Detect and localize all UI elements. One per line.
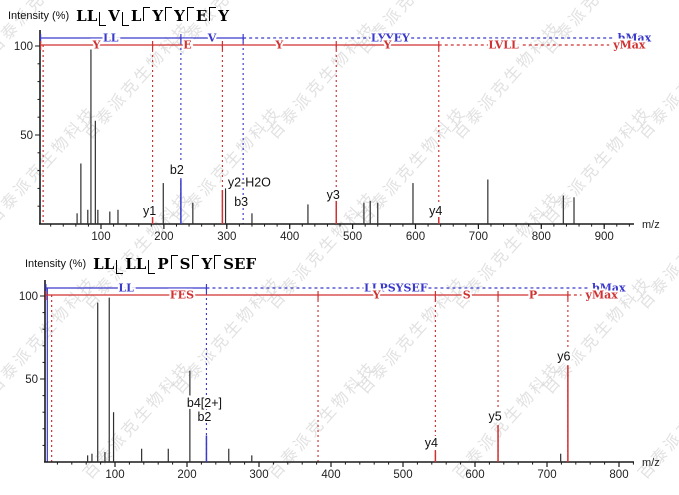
bracket-max-label: yMax [612,39,646,52]
y-ion-cleavage-mark [143,7,151,21]
sequence-residue: Y [152,7,164,25]
b-ion-cleavage-mark [99,12,107,26]
x-tick-label: 300 [249,469,268,481]
ion-label: b3 [234,195,248,209]
spectrum-chart-2: 100 200 300 400 500 600 700 800 m/z 50 100 LL LLPSYS… [19,280,660,482]
spectrum-panel-2: Intensity (%) LL LL P S Y SEF 100 200 300 400 500… [0,248,679,495]
bracket-max-label: bMax [592,282,626,295]
bracket-segment-label: Y [383,39,392,52]
intensity-axis-title: Intensity (%) [8,10,70,22]
bracket-segment-label: LL [118,282,134,295]
x-tick-label: 100 [91,231,110,243]
sequence-residue: E [195,7,208,25]
y-ion-cleavage-mark [209,7,217,21]
bracket-segment-label: V [207,32,217,45]
sequence-residue: LL [93,255,115,273]
panel-1-title: Intensity (%) LL V L Y Y E Y [8,5,229,27]
sequence-residue: Y [201,255,213,273]
x-tick-label: 600 [406,231,425,243]
y-ion-cleavage-mark [214,255,222,269]
sequence-residue: LL [76,7,98,25]
spectrum-panel-1: Intensity (%) LL V L Y Y E Y 100 200 300 400 500 60… [8,5,660,244]
ion-label: b4[2+] [187,396,222,410]
bracket-segment-label: P [529,289,537,302]
x-tick-label: 500 [343,231,362,243]
y-tick-label: 50 [25,374,38,386]
bracket-segment-label: Y [274,39,283,52]
x-tick-label: 600 [465,469,484,481]
sequence-residue: Y [218,7,230,25]
x-tick-label: 500 [393,469,412,481]
y-ion-cleavage-mark [165,7,173,21]
x-tick-label: 900 [595,231,614,243]
bracket-segment-label: Y [372,289,381,302]
bracket-max-label: bMax [618,32,652,45]
x-tick-label: 400 [280,231,299,243]
x-tick-label: 800 [609,469,628,481]
bracket-segment-label: E [183,39,191,52]
x-tick-label: 400 [321,469,340,481]
ion-label: b2 [170,163,184,177]
b-ion-cleavage-mark [121,12,129,26]
sequence-residue: LL [125,255,147,273]
spectrum-chart-1: 100 200 300 400 500 600 700 800 900 m/z 50 100 LL V LY… [14,30,660,244]
ion-label: y5 [488,410,501,424]
b-ion-cleavage-mark [116,260,124,274]
x-tick-label: 700 [469,231,488,243]
ion-label: y1 [143,204,156,218]
y-ion-cleavage-mark [186,7,194,21]
ion-label: y4 [425,436,438,450]
sequence-residue: V [108,7,120,25]
ion-label: y2-H2O [228,176,271,190]
ion-label: y3 [327,188,340,202]
y-ion-cleavage-mark [170,255,178,269]
sequence-residue: S [179,255,191,273]
bracket-dashed-label: LYYEY [371,32,410,45]
sequence-residue: L [130,7,142,25]
x-tick-label: 700 [537,469,556,481]
bracket-segment-label: S [463,289,471,302]
bracket-segment-label: Y [92,39,101,52]
sequence-residue: Y [174,7,185,25]
x-axis-unit-label: m/z [642,457,660,469]
peptide-sequence: LL V L Y Y E Y [76,7,230,26]
y-tick-label: 100 [14,41,33,53]
x-tick-label: 100 [105,469,124,481]
y-ion-cleavage-mark [192,255,200,269]
panel-2-title: Intensity (%) LL LL P S Y SEF [25,253,256,275]
ion-label: y4 [429,204,442,218]
bracket-dashed-label: LLPSYSEF [364,282,428,295]
x-tick-label: 200 [177,469,196,481]
intensity-axis-title: Intensity (%) [25,258,87,270]
bracket-dashed-label: LVLL [488,39,519,52]
b-ion-cleavage-mark [148,260,156,274]
bracket-segment-label: LL [103,32,119,45]
y-tick-label: 100 [19,291,38,303]
peptide-sequence: LL LL P S Y SEF [93,255,257,274]
sequence-residue: P [157,255,169,273]
ion-label: y6 [557,350,570,364]
ion-label: b2 [197,410,211,424]
y-tick-label: 50 [20,130,33,142]
x-tick-label: 800 [532,231,551,243]
bracket-segment-label: FES [170,289,194,302]
x-tick-label: 200 [154,231,173,243]
x-tick-label: 300 [217,231,236,243]
bracket-max-label: yMax [585,289,619,302]
x-axis-unit-label: m/z [642,219,660,231]
sequence-residue: SEF [223,255,257,273]
